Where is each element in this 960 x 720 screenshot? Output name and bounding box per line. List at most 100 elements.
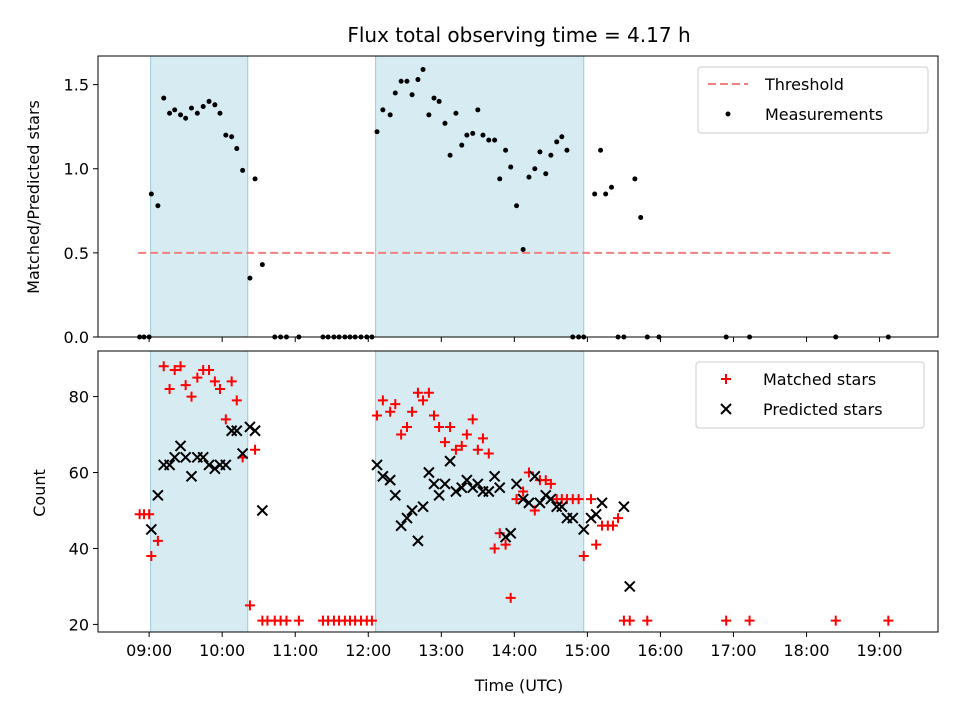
matched-stars-point-57 xyxy=(477,433,488,444)
predicted-stars-point-34 xyxy=(450,485,462,498)
predicted-stars-point-6 xyxy=(179,451,192,464)
measurements-point-51 xyxy=(453,110,459,116)
measurements-point-81 xyxy=(632,176,638,182)
predicted-stars-point-0 xyxy=(145,523,158,536)
measurements-point-82 xyxy=(638,215,644,221)
matched-stars-point-58 xyxy=(483,448,494,459)
matched-stars-point-42 xyxy=(396,429,407,440)
matched-stars-point-26 xyxy=(281,615,292,626)
top-panel: 0.0 0.5 1.0 1.5 Flux total observing time =… xyxy=(24,23,939,347)
matched-stars-point-80 xyxy=(607,520,618,531)
matched-stars-point-47 xyxy=(423,387,434,398)
measurements-point-62 xyxy=(514,203,520,209)
x-tick-label: 14:00 xyxy=(491,641,537,660)
x-tick-labels: 09:00 10:00 11:00 12:00 13:00 14:00 15:00 16:00… xyxy=(126,641,903,660)
measurements-point-41 xyxy=(398,78,404,84)
predicted-stars-point-47 xyxy=(523,497,535,509)
bottom-plot-frame xyxy=(97,350,939,633)
measurements-point-52 xyxy=(459,142,465,148)
predicted-stars-point-33 xyxy=(444,455,456,467)
legend-matched-swatch xyxy=(721,374,731,384)
predicted-stars-point-19 xyxy=(256,504,269,517)
predicted-stars-point-31 xyxy=(433,489,445,502)
chart-title: Flux total observing time = 4.17 h xyxy=(347,23,690,47)
measurements-point-55 xyxy=(475,107,481,113)
measurements-point-21 xyxy=(252,176,258,182)
bottom-y-axis-label: Count xyxy=(30,469,49,517)
matched-stars-point-59 xyxy=(489,543,500,554)
matched-stars-point-20 xyxy=(244,600,255,611)
predicted-stars-point-45 xyxy=(510,478,523,490)
predicted-stars-point-22 xyxy=(384,474,396,486)
legend-box xyxy=(695,361,925,429)
legend-predicted-swatch xyxy=(720,403,732,415)
measurements-point-37 xyxy=(374,129,380,135)
shaded-span-1 xyxy=(150,350,249,633)
measurements-point-63 xyxy=(520,247,526,253)
matched-stars-point-84 xyxy=(642,615,653,626)
y-tick-label: 0.5 xyxy=(64,244,89,263)
predicted-stars-point-58 xyxy=(590,508,602,520)
predicted-stars-point-53 xyxy=(556,500,568,513)
measurements-point-44 xyxy=(415,77,421,83)
predicted-stars-point-44 xyxy=(504,527,517,539)
x-tick-label: 09:00 xyxy=(126,641,172,660)
predicted-stars-point-13 xyxy=(220,459,232,471)
matched-stars-point-11 xyxy=(192,372,203,383)
top-plot-frame xyxy=(97,55,939,338)
matched-stars-point-15 xyxy=(214,383,225,394)
predicted-stars-point-49 xyxy=(534,497,546,509)
y-tick-label: 1.0 xyxy=(64,160,89,179)
measurements-point-61 xyxy=(508,164,514,170)
matched-stars-point-62 xyxy=(505,592,516,603)
x-tick-label: 15:00 xyxy=(564,641,610,660)
measurements-point-71 xyxy=(564,147,570,153)
top-legend: Threshold Measurements xyxy=(697,66,929,134)
measurements-point-18 xyxy=(234,146,240,152)
matched-stars-point-46 xyxy=(418,395,429,406)
matched-stars-point-83 xyxy=(624,615,635,626)
matched-stars-point-40 xyxy=(385,406,396,417)
matched-stars-point-64 xyxy=(518,486,529,497)
top-x-ticks xyxy=(148,337,881,342)
matched-stars-point-55 xyxy=(467,414,478,425)
matched-stars-point-17 xyxy=(226,376,237,387)
y-tick-label: 20 xyxy=(69,615,89,634)
matched-stars-point-13 xyxy=(204,364,215,375)
matched-stars-point-27 xyxy=(293,615,304,626)
measurements-point-67 xyxy=(543,171,549,177)
matched-stars-point-8 xyxy=(175,361,186,372)
top-shaded-spans xyxy=(150,55,585,338)
legend-label: Measurements xyxy=(765,105,883,124)
measurements-point-69 xyxy=(554,139,560,145)
predicted-stars-point-16 xyxy=(236,447,249,460)
predicted-stars-point-61 xyxy=(624,580,636,593)
predicted-stars-point-4 xyxy=(168,451,181,464)
matched-stars-point-68 xyxy=(540,475,551,486)
measurements-point-49 xyxy=(442,120,448,126)
predicted-stars-point-56 xyxy=(578,523,590,536)
matched-stars-point-9 xyxy=(180,380,191,391)
measurements-point-48 xyxy=(436,98,442,104)
predicted-stars-point-46 xyxy=(517,493,529,505)
measurements-point-43 xyxy=(409,92,415,98)
predicted-stars-point-32 xyxy=(439,478,451,490)
matched-stars-point-44 xyxy=(407,406,418,417)
matched-stars-point-6 xyxy=(164,383,175,394)
predicted-stars-point-36 xyxy=(461,474,473,486)
top-y-ticks: 0.0 0.5 1.0 1.5 xyxy=(64,76,98,347)
measurements-point-14 xyxy=(212,102,218,108)
predicted-stars-point-18 xyxy=(249,425,261,437)
x-tick-label: 11:00 xyxy=(272,641,318,660)
matched-stars-point-41 xyxy=(390,399,401,410)
predicted-stars-point-14 xyxy=(225,425,238,437)
measurements-point-64 xyxy=(526,174,532,180)
bottom-y-ticks: 20 40 60 80 xyxy=(69,388,98,634)
matched-stars-point-45 xyxy=(412,387,423,398)
x-axis-label: Time (UTC) xyxy=(474,676,563,695)
y-tick-label: 0.0 xyxy=(64,328,89,347)
matched-stars-point-37 xyxy=(366,615,377,626)
bottom-legend: Matched stars Predicted stars xyxy=(695,361,925,429)
measurements-point-40 xyxy=(392,90,398,96)
